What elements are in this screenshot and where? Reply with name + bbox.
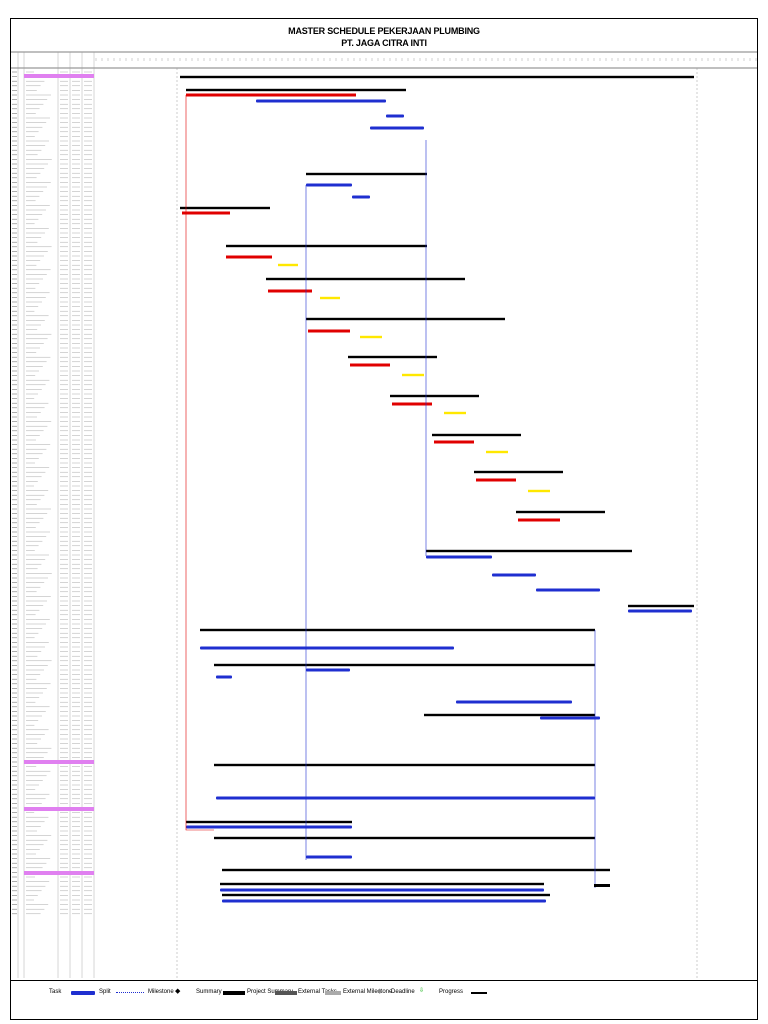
summary-bar — [348, 355, 437, 359]
external-task-bar — [360, 335, 382, 339]
milestone-row-highlight — [24, 74, 94, 78]
critical-task-bar — [392, 402, 432, 406]
task-bar — [492, 573, 536, 577]
task-bar — [306, 668, 350, 672]
summary-bar — [594, 884, 610, 887]
summary-bar — [432, 433, 521, 437]
legend-milestone-label: Milestone — [148, 989, 174, 995]
summary-bar — [214, 836, 595, 840]
task-bar — [628, 609, 692, 613]
milestone-row-highlight — [24, 760, 94, 764]
summary-bar — [186, 88, 406, 92]
summary-bar — [214, 663, 595, 667]
summary-bar — [200, 628, 595, 632]
summary-bar — [390, 394, 479, 398]
external-task-bar — [486, 450, 508, 454]
summary-bar — [222, 893, 550, 897]
summary-bar — [220, 882, 544, 886]
company-name: PT. JAGA CITRA INTI — [341, 38, 427, 48]
external-task-bar — [320, 296, 340, 300]
legend-progress-label: Progress — [439, 989, 464, 995]
critical-task-bar — [268, 289, 312, 293]
external-task-bar — [278, 263, 298, 267]
task-bar — [456, 700, 572, 704]
gantt-chart — [11, 51, 757, 978]
critical-task-bar — [226, 255, 272, 259]
task-bar — [222, 899, 546, 903]
legend-project-summary-label: Project Summary — [247, 989, 294, 995]
critical-task-bar — [434, 440, 474, 444]
critical-task-bar — [308, 329, 350, 333]
summary-bar — [186, 820, 352, 824]
summary-bar — [516, 510, 605, 514]
task-bar — [306, 183, 352, 187]
task-bar — [386, 114, 404, 118]
summary-bar — [306, 317, 505, 321]
task-bar — [536, 588, 600, 592]
legend-progress-swatch — [471, 992, 487, 994]
legend-external-milestone-label: External Milestone — [343, 989, 393, 995]
critical-task-bar — [518, 518, 560, 522]
legend-split-label: Split — [99, 989, 111, 995]
legend-external-tasks-label: External Tasks — [298, 989, 337, 995]
legend-deadline-label: Deadline — [391, 989, 415, 995]
task-bar — [186, 825, 352, 829]
external-task-bar — [528, 489, 550, 493]
critical-task-bar — [476, 478, 516, 482]
summary-bar — [426, 549, 632, 553]
task-bar — [216, 796, 595, 800]
legend-project-summary-swatch — [275, 991, 297, 995]
legend-split-swatch — [116, 992, 144, 993]
summary-bar — [424, 713, 595, 717]
deadline-arrow-icon: ⇩ — [419, 988, 425, 994]
schedule-title: MASTER SCHEDULE PEKERJAAN PLUMBING — [288, 26, 480, 36]
task-bar — [200, 646, 454, 650]
critical-task-bar — [182, 211, 230, 215]
legend: Task Split Milestone ◆ Summary Project S… — [11, 980, 757, 1005]
summary-bar — [180, 75, 694, 79]
summary-bar — [222, 868, 610, 872]
task-bar — [306, 855, 352, 859]
task-bar — [426, 555, 492, 559]
summary-bar — [266, 277, 465, 281]
summary-bar — [628, 604, 694, 608]
milestone-row-highlight — [24, 871, 94, 875]
summary-bar — [306, 172, 427, 176]
critical-task-bar — [186, 93, 356, 97]
dependency-link — [185, 95, 214, 831]
summary-bar — [214, 763, 595, 767]
summary-bar — [226, 244, 427, 248]
legend-summary-label: Summary — [196, 989, 222, 995]
task-bar — [352, 195, 370, 199]
critical-task-bar — [350, 363, 390, 367]
task-bar — [370, 126, 424, 130]
task-bar — [256, 99, 386, 103]
summary-bar — [474, 470, 563, 474]
task-bar — [216, 675, 232, 679]
task-bar — [220, 888, 544, 892]
external-milestone-icon: ◆ — [377, 988, 383, 995]
milestone-row-highlight — [24, 807, 94, 811]
page-frame — [10, 18, 758, 1020]
legend-task-swatch — [71, 991, 95, 995]
summary-bar — [180, 206, 270, 210]
task-bar — [540, 716, 600, 720]
legend-task-label: Task — [49, 989, 62, 995]
external-task-bar — [444, 411, 466, 415]
external-task-bar — [402, 373, 424, 377]
legend-external-tasks-swatch — [325, 991, 341, 995]
milestone-icon: ◆ — [175, 988, 181, 995]
legend-summary-swatch — [223, 991, 245, 995]
